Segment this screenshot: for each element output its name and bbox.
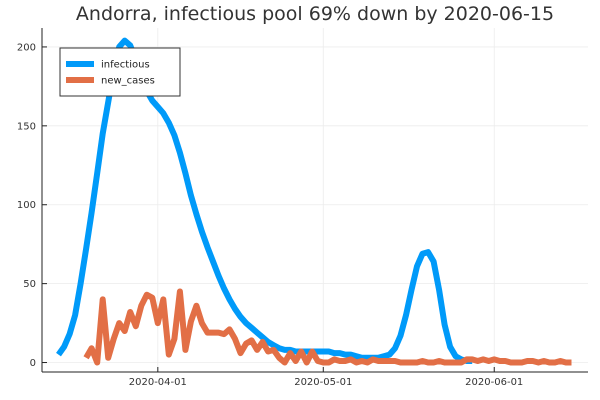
y-tick-label: 0 [30,358,36,369]
legend-box [59,47,181,97]
series-line-new_cases [83,288,572,366]
axes [41,28,588,373]
legend: infectious new_cases [59,47,181,97]
y-tick-label: 100 [17,200,36,211]
x-tick-label: 2020-05-01 [294,377,352,388]
legend-label-new_cases: new_cases [101,76,155,87]
y-tick-label: 50 [23,279,36,290]
chart-title: Andorra, infectious pool 69% down by 202… [76,3,554,25]
series [56,37,572,366]
series-line-infectious [56,37,473,364]
y-tick-label: 200 [17,42,36,53]
x-tick-label: 2020-04-01 [129,377,187,388]
y-tick-label: 150 [17,121,36,132]
tick-labels: 0 50 100 150 200 2020-04-01 2020-05-01 2020-06-… [17,42,523,388]
legend-label-infectious: infectious [101,60,150,71]
x-tick-label: 2020-06-01 [465,377,523,388]
